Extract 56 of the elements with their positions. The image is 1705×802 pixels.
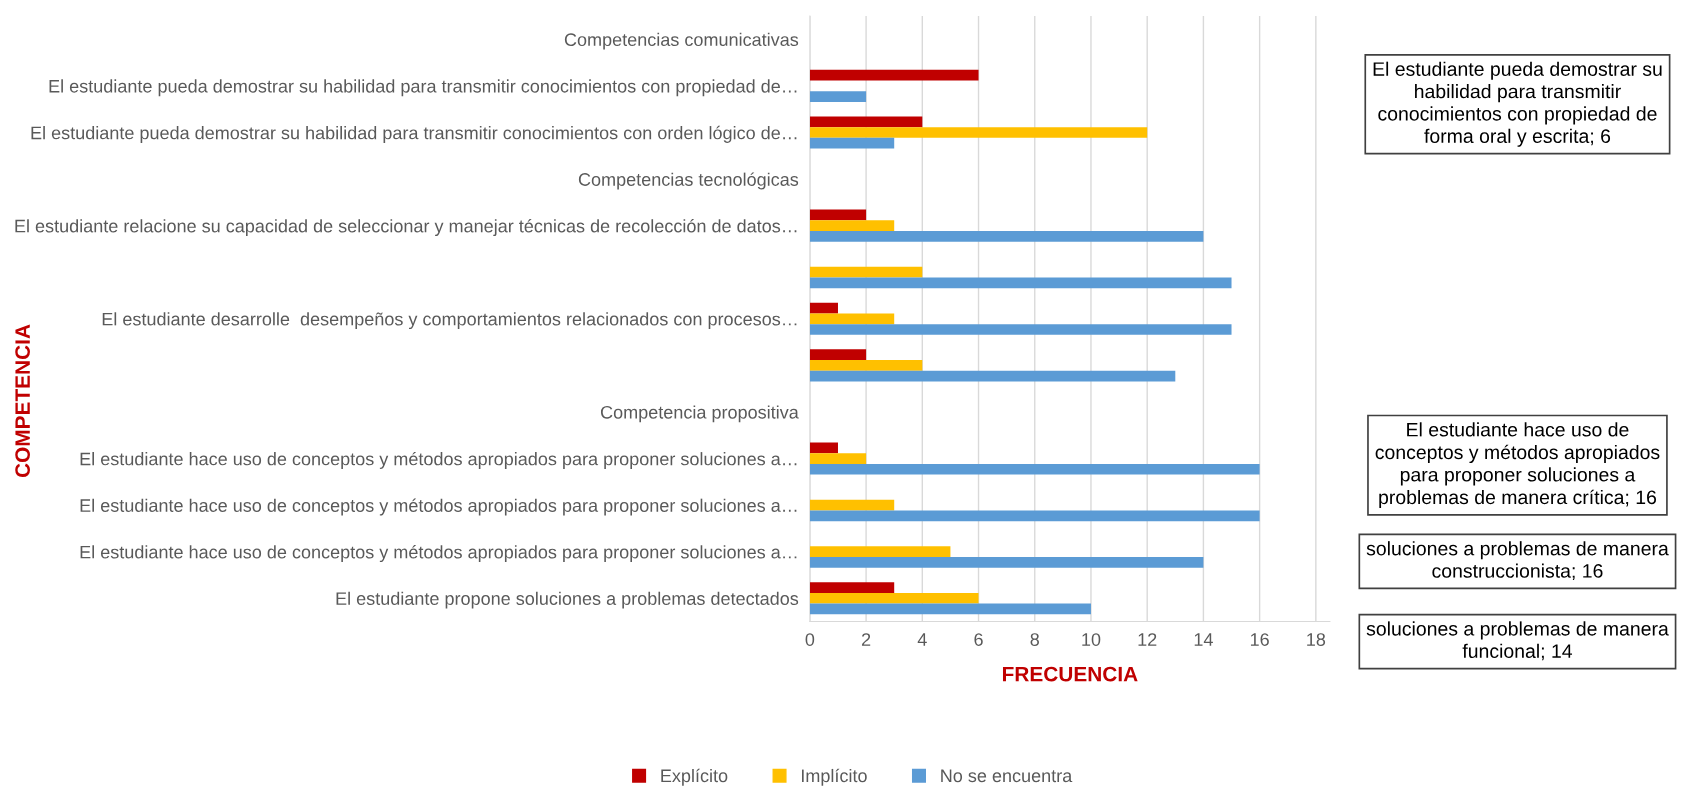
legend-label: Explícito [661, 768, 728, 786]
x-tick-label: 16 [1250, 633, 1269, 646]
bar [809, 349, 867, 361]
bar [809, 231, 1204, 242]
y-tick-label: Competencias tecnológicas [578, 172, 799, 190]
x-tick-label: 10 [1082, 633, 1101, 646]
bar [809, 592, 979, 604]
y-tick-label: Competencia propositiva [600, 405, 799, 423]
text: soluciones a problemas de manera construccionista; 16 [1366, 541, 1669, 581]
bar [809, 209, 867, 221]
bar [809, 603, 1091, 615]
y-tick-label: El estudiante hace uso de conceptos y métodos apropiados para proponer soluciones a… [80, 451, 797, 469]
y-tick-label: El estudiante hace uso de conceptos y métodos apropiados para proponer soluciones a… [80, 545, 797, 563]
bar [809, 116, 923, 128]
bar [809, 137, 895, 149]
x-tick-label: 4 [917, 633, 927, 646]
bar [809, 91, 867, 102]
legend-label: No se encuentra [941, 769, 1073, 783]
y-tick-label: El estudiante pueda demostrar su habilidad para transmitir conocimientos con propiedad de… [49, 79, 797, 97]
bar [809, 266, 923, 278]
y-axis-title: COMPETENCIA [15, 324, 30, 478]
bar [809, 277, 1232, 289]
text: El estudiante pueda demostrar su habilidad para transmitir conocimientos con propiedad de forma oral y escrita; 6 [1373, 61, 1662, 147]
x-axis-title: FRECUENCIA [1002, 666, 1138, 682]
text: El estudiante hace uso de conceptos y métodos apropiados para proponer soluciones a problemas de manera crítica; 16 [1375, 422, 1660, 509]
bar [809, 442, 838, 454]
bar [809, 546, 951, 558]
text: soluciones a problemas de manera funcional; 14 [1366, 621, 1669, 661]
bar [809, 557, 1204, 568]
bar [809, 499, 895, 511]
bar [809, 302, 838, 314]
legend-label: Implícito [801, 768, 867, 786]
x-tick-label: 14 [1194, 633, 1213, 646]
x-tick-label: 12 [1138, 633, 1157, 646]
bar [809, 453, 867, 464]
y-tick-label: El estudiante relacione su capacidad de seleccionar y manejar técnicas de recolección de datos… [15, 218, 797, 237]
y-tick-label: El estudiante pueda demostrar su habilidad para transmitir conocimientos con orden lógico de… [31, 125, 797, 143]
bar [809, 510, 1260, 522]
y-tick-label: El estudiante desarrolle desempeños y comportamientos relacionados con procesos… [102, 312, 797, 330]
bar [809, 582, 895, 593]
x-tick-label: 2 [861, 633, 871, 646]
bar [809, 127, 1148, 138]
bar [809, 313, 895, 325]
x-tick-label: 8 [1030, 633, 1039, 646]
bar [809, 220, 895, 231]
bar [809, 360, 923, 371]
bar [809, 324, 1232, 335]
y-tick-label: El estudiante propone soluciones a problemas detectados [336, 591, 799, 609]
x-tick-label: 0 [805, 633, 815, 646]
y-tick-label: El estudiante hace uso de conceptos y métodos apropiados para proponer soluciones a… [80, 498, 797, 516]
bar [809, 69, 979, 81]
bar [809, 463, 1260, 475]
bar [809, 370, 1176, 382]
x-tick-label: 6 [974, 633, 983, 646]
x-tick-label: 18 [1307, 633, 1326, 646]
y-tick-label: Competencias comunicativas [564, 32, 799, 50]
